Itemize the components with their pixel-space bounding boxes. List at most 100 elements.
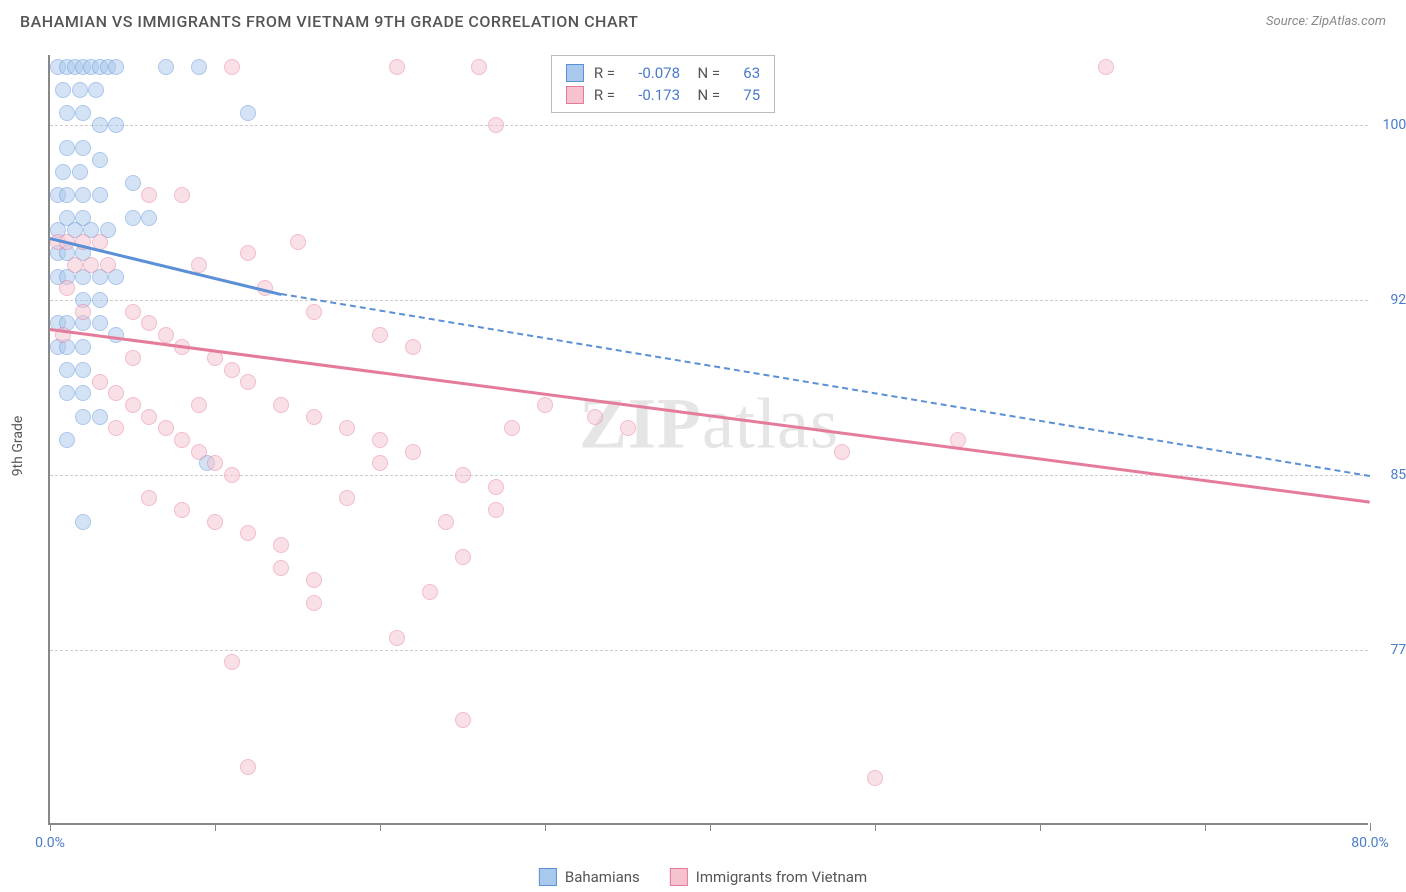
y-tick-label: 92.5% (1390, 292, 1406, 308)
data-point (92, 187, 108, 203)
data-point (471, 59, 487, 75)
x-tick (710, 823, 711, 831)
watermark: ZIPatlas (579, 382, 839, 465)
x-tick (1205, 823, 1206, 831)
source-attribution: Source: ZipAtlas.com (1266, 14, 1386, 29)
stat-r-value: -0.078 (625, 64, 680, 82)
data-point (59, 105, 75, 121)
stats-row: R =-0.078 N =63 (566, 62, 760, 84)
x-tick (1370, 823, 1371, 831)
x-tick-label: 80.0% (1351, 835, 1389, 851)
data-point (92, 117, 108, 133)
data-point (174, 432, 190, 448)
data-point (240, 374, 256, 390)
data-point (455, 549, 471, 565)
data-point (75, 514, 91, 530)
stat-r-label: R = (594, 86, 615, 104)
stat-n-label: N = (690, 64, 720, 82)
data-point (59, 362, 75, 378)
data-point (191, 444, 207, 460)
legend-label: Bahamians (565, 868, 640, 886)
data-point (72, 164, 88, 180)
data-point (389, 630, 405, 646)
data-point (75, 409, 91, 425)
data-point (92, 409, 108, 425)
data-point (108, 420, 124, 436)
data-point (55, 82, 71, 98)
gridline (50, 650, 1368, 651)
y-tick-label: 85.0% (1390, 467, 1406, 483)
data-point (224, 362, 240, 378)
data-point (67, 257, 83, 273)
data-point (92, 374, 108, 390)
data-point (339, 420, 355, 436)
data-point (108, 59, 124, 75)
data-point (339, 490, 355, 506)
data-point (141, 187, 157, 203)
data-point (1098, 59, 1114, 75)
data-point (306, 595, 322, 611)
data-point (174, 187, 190, 203)
data-point (75, 187, 91, 203)
chart-title: BAHAMIAN VS IMMIGRANTS FROM VIETNAM 9TH … (20, 12, 638, 31)
x-tick (1040, 823, 1041, 831)
trend-line-extrapolated (281, 293, 1370, 477)
data-point (372, 432, 388, 448)
x-tick (545, 823, 546, 831)
data-point (125, 397, 141, 413)
stat-n-label: N = (690, 86, 720, 104)
data-point (240, 525, 256, 541)
data-point (207, 455, 223, 471)
data-point (290, 234, 306, 250)
correlation-stats-box: R =-0.078 N =63R =-0.173 N =75 (551, 55, 775, 113)
legend-item-vietnam: Immigrants from Vietnam (670, 868, 867, 886)
data-point (488, 502, 504, 518)
data-point (59, 187, 75, 203)
x-tick-label: 0.0% (35, 835, 65, 851)
data-point (455, 712, 471, 728)
data-point (141, 315, 157, 331)
data-point (72, 82, 88, 98)
data-point (59, 140, 75, 156)
data-point (92, 152, 108, 168)
data-point (488, 479, 504, 495)
data-point (224, 59, 240, 75)
data-point (422, 584, 438, 600)
gridline (50, 300, 1368, 301)
x-tick (875, 823, 876, 831)
stat-n-value: 75 (730, 86, 760, 104)
legend: Bahamians Immigrants from Vietnam (539, 868, 867, 886)
data-point (191, 257, 207, 273)
y-tick-label: 77.5% (1390, 642, 1406, 658)
y-tick-label: 100.0% (1383, 117, 1406, 133)
data-point (75, 304, 91, 320)
data-point (83, 257, 99, 273)
data-point (273, 537, 289, 553)
data-point (306, 572, 322, 588)
data-point (455, 467, 471, 483)
data-point (75, 339, 91, 355)
data-point (108, 117, 124, 133)
data-point (504, 420, 520, 436)
stat-r-label: R = (594, 64, 615, 82)
data-point (372, 455, 388, 471)
legend-item-bahamians: Bahamians (539, 868, 640, 886)
data-point (240, 245, 256, 261)
data-point (587, 409, 603, 425)
scatter-chart: ZIPatlas 77.5%85.0%92.5%100.0%0.0%80.0%R… (48, 55, 1368, 825)
data-point (537, 397, 553, 413)
series-swatch-icon (566, 86, 584, 104)
data-point (405, 444, 421, 460)
data-point (100, 257, 116, 273)
x-tick (380, 823, 381, 831)
data-point (438, 514, 454, 530)
x-tick (215, 823, 216, 831)
data-point (240, 105, 256, 121)
stat-r-value: -0.173 (625, 86, 680, 104)
data-point (59, 432, 75, 448)
gridline (50, 125, 1368, 126)
data-point (191, 59, 207, 75)
data-point (141, 409, 157, 425)
data-point (273, 560, 289, 576)
data-point (389, 59, 405, 75)
